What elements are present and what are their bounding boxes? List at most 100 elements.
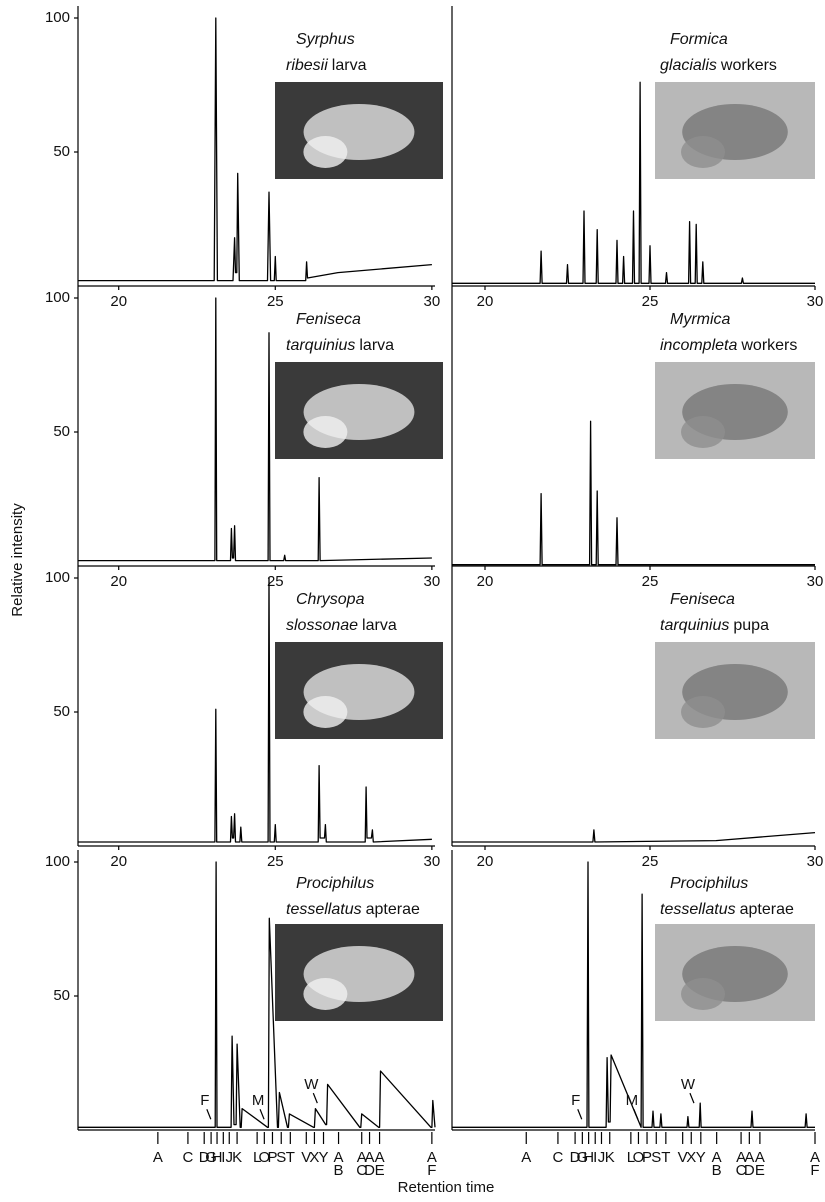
x-tick-label: 25	[267, 853, 284, 870]
title-italic: Myrmica	[670, 311, 731, 328]
title-italic: Prociphilus	[296, 875, 374, 892]
x-tick-label: 30	[807, 573, 824, 590]
photo-inset	[655, 362, 815, 459]
compound-label: J	[226, 1149, 234, 1166]
compound-label: D	[199, 1149, 210, 1166]
compound-label: P	[642, 1149, 652, 1166]
photo-subject	[681, 416, 725, 448]
panel-title: slossonae larva	[286, 617, 397, 634]
y-tick-label: 100	[45, 9, 70, 26]
panel-title: Prociphilus	[296, 875, 374, 892]
compound-label: I	[593, 1149, 597, 1166]
title-plain: apterae	[366, 901, 420, 918]
x-tick-label: 25	[642, 573, 659, 590]
compound-label: X	[686, 1149, 696, 1166]
x-tick-label: 30	[424, 573, 441, 590]
chromatogram	[452, 420, 815, 566]
compound-label: C	[553, 1149, 564, 1166]
chromatogram	[78, 297, 432, 562]
title-plain: larva	[359, 337, 394, 354]
y-tick-label: 50	[53, 423, 70, 440]
title-italic: tarquinius	[660, 617, 729, 634]
compound-label: A	[521, 1149, 531, 1166]
compound-label: Y	[696, 1149, 706, 1166]
compound-label: K	[232, 1149, 242, 1166]
x-tick-label: 20	[110, 853, 127, 870]
compound-label: Y	[319, 1149, 329, 1166]
photo-inset	[655, 924, 815, 1021]
compound-label: G	[577, 1149, 589, 1166]
title-italic: ribesii	[286, 57, 328, 74]
compound-label: V	[678, 1149, 688, 1166]
title-italic: Syrphus	[296, 31, 355, 48]
photo-subject	[303, 978, 348, 1010]
peak-annotation: M	[252, 1092, 265, 1109]
panel-title: Chrysopa	[296, 591, 365, 608]
compound-label: A	[153, 1149, 163, 1166]
annotation-leader	[577, 1109, 583, 1120]
compound-label: O	[258, 1149, 270, 1166]
title-italic: incompleta	[660, 337, 737, 354]
peak-annotation: M	[626, 1092, 639, 1109]
photo-inset	[275, 82, 443, 179]
chromatogram	[78, 861, 436, 1128]
chromatogram	[452, 829, 816, 843]
chromatogram	[452, 81, 815, 284]
x-tick-label: 30	[424, 853, 441, 870]
title-italic: tarquinius	[286, 337, 355, 354]
title-plain: pupa	[733, 617, 769, 634]
x-tick-label: 30	[807, 853, 824, 870]
panel-title: tessellatus apterae	[286, 901, 420, 918]
photo-inset	[655, 642, 815, 739]
compound-label: X	[309, 1149, 319, 1166]
x-tick-label: 20	[110, 573, 127, 590]
title-italic: Feniseca	[296, 311, 361, 328]
title-plain: apterae	[740, 901, 794, 918]
y-tick-label: 100	[45, 569, 70, 586]
y-tick-label: 50	[53, 987, 70, 1004]
annotation-leader	[259, 1109, 265, 1120]
x-tick-label: 20	[110, 293, 127, 310]
photo-subject	[681, 136, 725, 168]
x-tick-label: 20	[477, 293, 494, 310]
compound-label: T	[661, 1149, 670, 1166]
compound-label: O	[633, 1149, 645, 1166]
x-axis-label: Retention time	[398, 1179, 495, 1196]
compound-label: D	[570, 1149, 581, 1166]
title-italic: tessellatus	[286, 901, 362, 918]
photo-subject	[681, 696, 725, 728]
compound-label: L	[253, 1149, 261, 1166]
title-italic: glacialis	[660, 57, 717, 74]
photo-subject	[303, 416, 348, 448]
peak-annotation: W	[304, 1076, 319, 1093]
y-tick-label: 100	[45, 289, 70, 306]
compound-label: I	[221, 1149, 225, 1166]
panel-title: tessellatus apterae	[660, 901, 794, 918]
title-italic: tessellatus	[660, 901, 736, 918]
y-tick-label: 100	[45, 853, 70, 870]
compound-label: C	[182, 1149, 193, 1166]
title-plain: workers	[740, 337, 797, 354]
x-tick-label: 30	[807, 293, 824, 310]
title-plain: larva	[332, 57, 367, 74]
compound-label: P	[267, 1149, 277, 1166]
title-plain: workers	[720, 57, 777, 74]
compound-label: S	[276, 1149, 286, 1166]
compound-label: H	[212, 1149, 223, 1166]
title-italic: Chrysopa	[296, 591, 365, 608]
panel-title: Syrphus	[296, 31, 355, 48]
y-axis-label: Relative intensity	[9, 503, 26, 617]
chromatogram	[78, 577, 432, 843]
x-tick-label: 25	[642, 853, 659, 870]
peak-annotation: F	[200, 1092, 209, 1109]
compound-label: L	[627, 1149, 635, 1166]
x-tick-label: 25	[267, 573, 284, 590]
title-italic: Prociphilus	[670, 875, 748, 892]
